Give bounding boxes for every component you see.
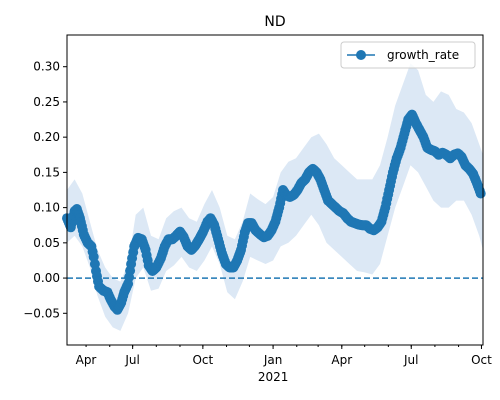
y-axis: −0.05 0.00 0.05 0.10 0.15 0.20 0.25 0.30	[23, 60, 67, 320]
y-tick-label: 0.00	[33, 271, 60, 285]
series-point	[475, 188, 486, 199]
x-tick-label: Jul	[124, 353, 139, 367]
chart-title: ND	[264, 14, 285, 30]
legend-box	[340, 41, 476, 69]
x-tick-label: Oct	[471, 353, 492, 367]
y-tick-label: 0.05	[33, 236, 60, 250]
axes-frame	[66, 34, 484, 346]
y-tick-label: 0.30	[33, 60, 60, 74]
x-tick-label: Jul	[403, 353, 418, 367]
legend-entry-growth-rate: growth_rate	[387, 48, 459, 62]
series-markers-growth-rate	[62, 109, 486, 315]
x-tick-label: Apr	[331, 353, 352, 367]
y-tick-label: −0.05	[23, 306, 60, 320]
legend-marker-sample	[356, 50, 366, 60]
x-tick-label: Jan	[263, 353, 283, 367]
y-tick-label: 0.20	[33, 130, 60, 144]
y-tick-label: 0.25	[33, 95, 60, 109]
x-axis: Apr Jul Oct Jan Apr Jul Oct	[76, 345, 492, 367]
x-axis-year-label: 2021	[258, 370, 289, 384]
x-tick-label: Apr	[76, 353, 97, 367]
plot-area	[62, 63, 486, 331]
legend: growth_rate	[340, 41, 476, 69]
confidence-band	[67, 63, 483, 331]
y-tick-label: 0.10	[33, 201, 60, 215]
y-tick-label: 0.15	[33, 165, 60, 179]
x-tick-label: Oct	[192, 353, 213, 367]
